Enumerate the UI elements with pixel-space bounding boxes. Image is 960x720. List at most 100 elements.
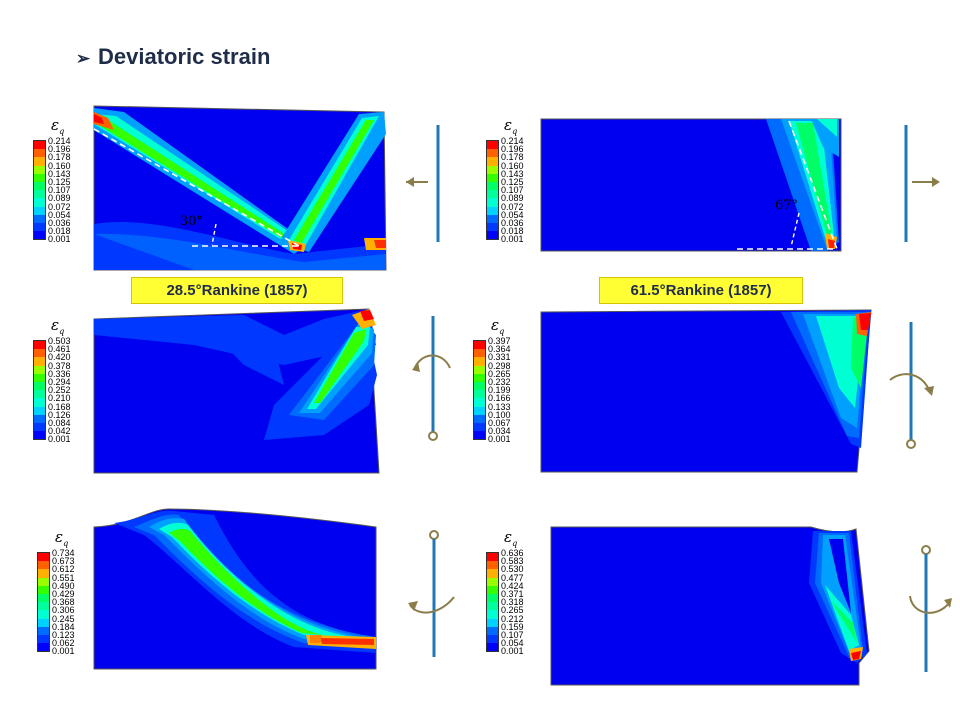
legend-color-band	[34, 341, 45, 350]
legend-color-band	[487, 602, 498, 611]
legend-tick-label: 0.214	[48, 136, 71, 146]
legend-color-band	[34, 165, 45, 174]
legend-tick-label: 0.072	[501, 201, 524, 212]
legend-color-band	[487, 553, 498, 562]
legend-color-band	[34, 181, 45, 191]
legend-tick-label: 0.397	[488, 336, 511, 346]
legend-color-band	[474, 341, 485, 350]
legend-symbol-base: ε	[51, 116, 60, 134]
legend-symbol-epsilon-q: εq	[491, 316, 504, 336]
legend-color-band	[474, 422, 485, 432]
contour-plot-p2	[540, 118, 842, 252]
legend-tick-label: 0.199	[488, 385, 511, 396]
legend-color-band	[487, 593, 498, 603]
legend-symbol-epsilon-q: εq	[55, 528, 68, 548]
legend-symbol-subscript: q	[59, 327, 65, 336]
legend-tick-label: 0.001	[52, 646, 75, 657]
legend-color-band	[38, 618, 49, 627]
legend-color-band	[34, 349, 45, 358]
legend-tick-label: 0.001	[501, 234, 524, 245]
legend-tick-label: 0.612	[52, 564, 75, 575]
legend-tick-label: 0.368	[52, 597, 75, 608]
legend-tick-label: 0.178	[501, 152, 524, 163]
legend-tick-label: 0.318	[501, 597, 524, 608]
legend-tick-label: 0.054	[501, 638, 524, 649]
legend-tick-label: 0.551	[52, 572, 75, 583]
legend-tick-label: 0.107	[501, 630, 524, 640]
legend-color-band	[34, 357, 45, 366]
rotate-about-base-motion-icon-p3	[412, 316, 451, 441]
legend-tick-label: 0.001	[488, 434, 511, 445]
legend-tick-label: 0.636	[501, 548, 524, 558]
slide-title: ➢ Deviatoric strain	[76, 44, 270, 70]
legend-symbol-epsilon-q: εq	[51, 116, 64, 136]
legend-color-band	[474, 365, 485, 374]
legend-symbol-epsilon-q: εq	[504, 116, 517, 136]
legend-color-band	[487, 157, 498, 166]
legend-color-band	[487, 618, 498, 627]
legend-colorbar	[486, 552, 499, 653]
rotate-about-top-motion-icon-p6	[909, 545, 952, 672]
legend-tick-label: 0.036	[48, 218, 71, 228]
legend-tick-label: 0.018	[501, 226, 524, 237]
legend-symbol-subscript: q	[512, 127, 518, 136]
legend-tick-label: 0.210	[48, 393, 71, 404]
legend-color-band	[487, 569, 498, 578]
legend-tick-label: 0.125	[501, 177, 524, 187]
legend-color-band	[34, 206, 45, 215]
legend-tick-label: 0.123	[52, 630, 75, 640]
caption-rankine-p2: 61.5°Rankine (1857)	[599, 277, 803, 304]
legend-tick-label: 0.214	[501, 136, 524, 146]
legend-tick-label: 0.252	[48, 385, 71, 396]
legend-color-band	[474, 373, 485, 382]
legend-tick-label: 0.089	[48, 193, 71, 204]
legend-color-band	[34, 222, 45, 232]
legend-symbol-base: ε	[491, 316, 500, 334]
legend-tick-label: 0.072	[48, 201, 71, 212]
legend-color-band	[38, 593, 49, 603]
arrow-bullet-icon: ➢	[76, 49, 91, 68]
legend-color-band	[38, 553, 49, 562]
legend-colorbar	[33, 140, 46, 241]
legend-color-band	[487, 173, 498, 182]
legend-tick-label: 0.178	[48, 152, 71, 163]
legend-symbol-subscript: q	[59, 127, 65, 136]
legend-color-band	[487, 222, 498, 232]
legend-color-band	[487, 165, 498, 174]
legend-color-band	[34, 422, 45, 432]
legend-colorbar	[473, 340, 486, 441]
legend-tick-label: 0.018	[48, 226, 71, 237]
legend-color-band	[487, 198, 498, 207]
legend-tick-label: 0.133	[488, 401, 511, 412]
legend-colorbar	[33, 340, 46, 441]
legend-tick-label: 0.306	[52, 605, 75, 616]
legend-tick-label: 0.490	[52, 580, 75, 591]
legend-color-band	[38, 634, 49, 644]
legend-tick-label: 0.062	[52, 638, 75, 649]
legend-tick-label: 0.336	[48, 368, 71, 379]
legend-tick-label: 0.364	[488, 344, 511, 355]
angle-label-p1: 30°	[180, 214, 204, 229]
legend-tick-label: 0.265	[501, 605, 524, 616]
legend-color-band	[487, 206, 498, 215]
legend-tick-label: 0.067	[488, 418, 511, 428]
legend-tick-label: 0.477	[501, 572, 524, 583]
legend-tick-label: 0.159	[501, 621, 524, 632]
legend-tick-label: 0.001	[48, 234, 71, 245]
legend-tick-label: 0.583	[501, 556, 524, 567]
legend-tick-label: 0.265	[488, 368, 511, 379]
legend-tick-label: 0.036	[501, 218, 524, 228]
legend-tick-label: 0.001	[501, 646, 524, 657]
slide-title-text: Deviatoric strain	[98, 44, 271, 69]
contour-plot-p1	[93, 105, 387, 271]
legend-tick-label: 0.054	[501, 209, 524, 220]
contour-plot-p5	[93, 508, 377, 670]
legend-symbol-epsilon-q: εq	[51, 316, 64, 336]
legend-symbol-epsilon-q: εq	[504, 528, 517, 548]
legend-tick-label: 0.420	[48, 352, 71, 363]
legend-tick-label: 0.530	[501, 564, 524, 575]
legend-color-band	[34, 190, 45, 199]
legend-color-band	[34, 414, 45, 423]
legend-color-band	[38, 561, 49, 570]
legend-tick-label: 0.084	[48, 418, 71, 428]
